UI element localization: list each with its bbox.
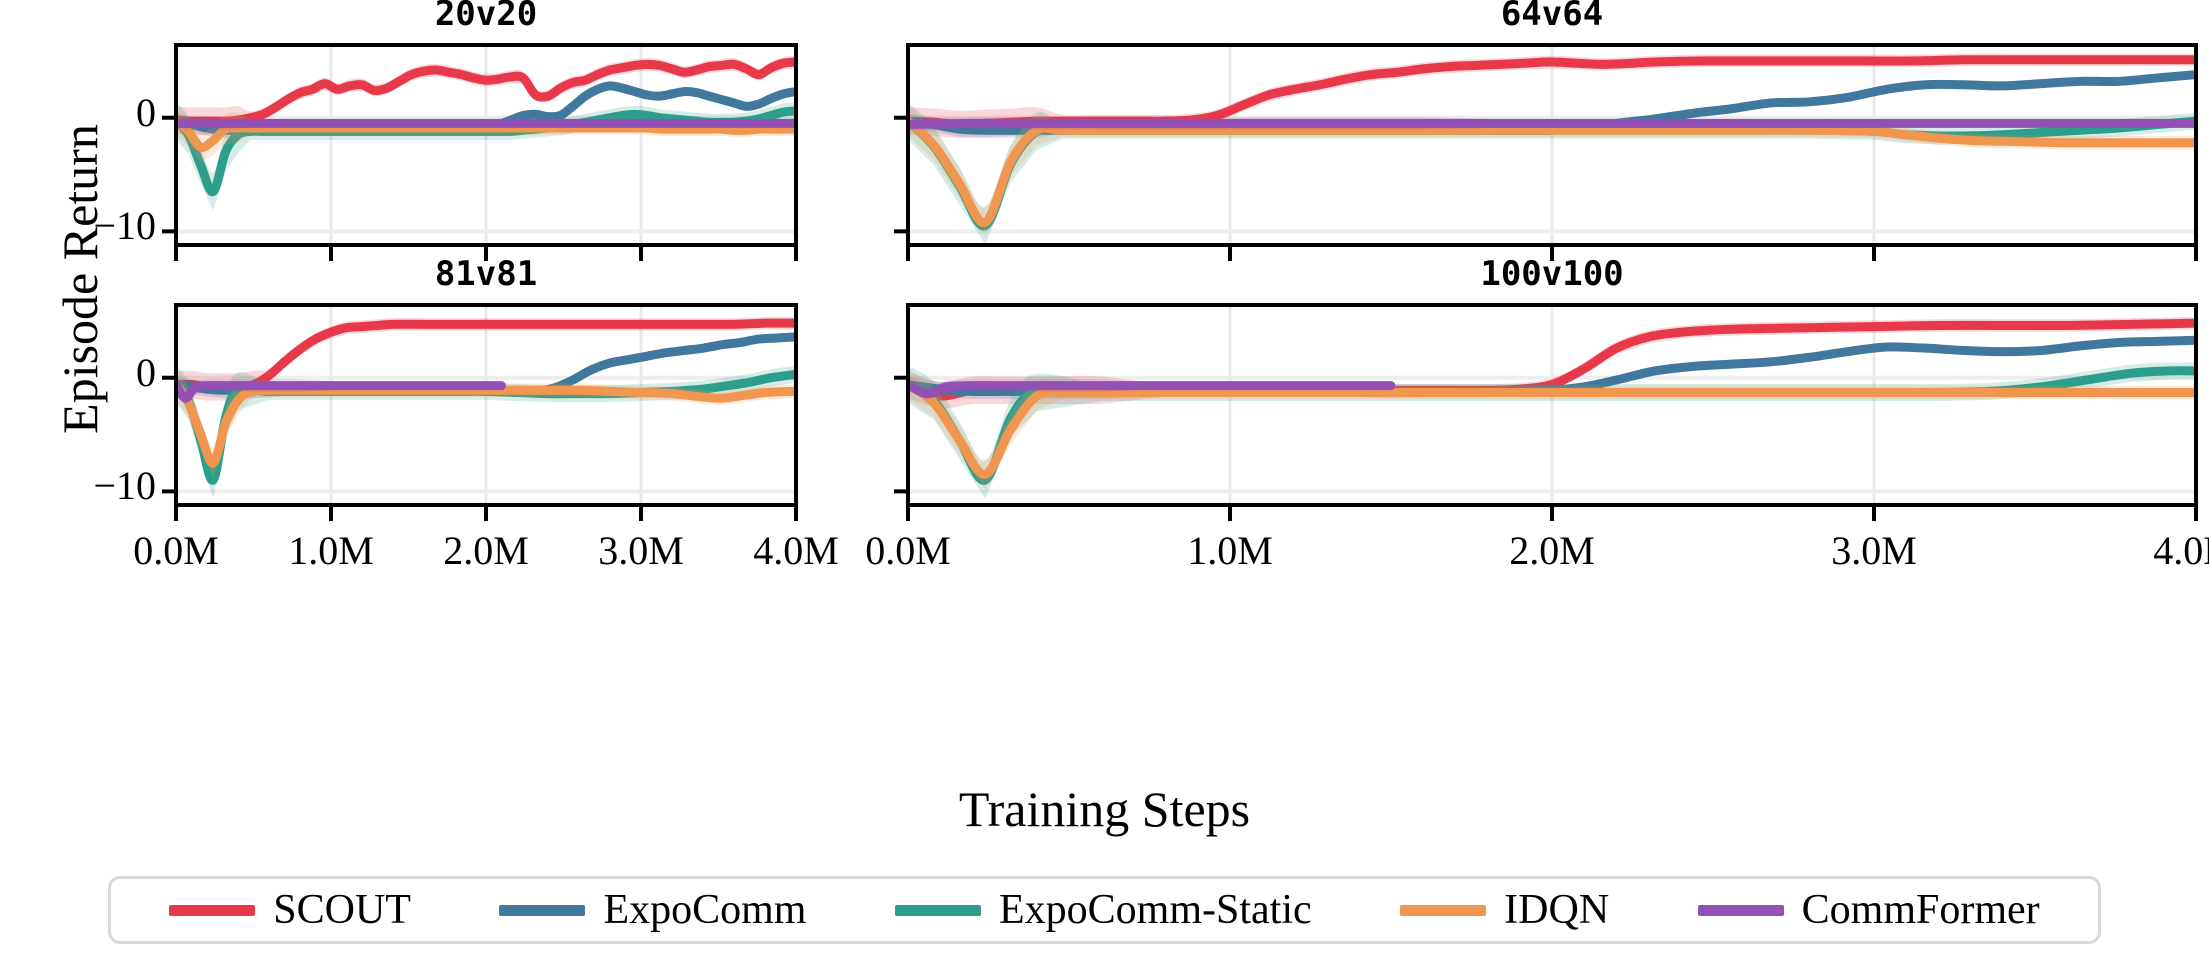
panel-title-20v20: 20v20 bbox=[434, 0, 538, 34]
xtick-label: 4.0M bbox=[2153, 528, 2209, 573]
y-axis-label: Episode Return bbox=[52, 124, 108, 434]
legend-swatch-IDQN bbox=[1400, 904, 1487, 916]
series-line-CommFormer bbox=[908, 380, 1396, 399]
legend-item-CommFormer[interactable]: CommFormer bbox=[1697, 887, 2040, 933]
panel-20v20 bbox=[162, 43, 798, 261]
xtick-label: 4.0M bbox=[753, 528, 839, 573]
series-line-IDQN bbox=[908, 116, 2196, 227]
ytick-label: −10 bbox=[93, 203, 156, 249]
panel-title-64v64: 64v64 bbox=[1500, 0, 1604, 34]
legend: SCOUT ExpoComm ExpoComm-Static IDQN CommForm… bbox=[108, 876, 2101, 944]
confidence-band-SCOUT bbox=[176, 316, 796, 401]
series-line-CommFormer bbox=[176, 380, 506, 403]
ytick-label: −10 bbox=[93, 463, 156, 509]
xtick-label: 1.0M bbox=[288, 528, 374, 573]
legend-swatch-SCOUT bbox=[169, 904, 256, 916]
xtick-label: 0.0M bbox=[133, 528, 219, 573]
xtick-label: 2.0M bbox=[1509, 528, 1595, 573]
x-axis-label: Training Steps bbox=[958, 781, 1251, 837]
ytick-label: 0 bbox=[136, 349, 156, 395]
legend-label-ExpoComm-Static: ExpoComm-Static bbox=[999, 887, 1312, 933]
panel-title-100v100: 100v100 bbox=[1480, 254, 1624, 294]
legend-item-IDQN[interactable]: IDQN bbox=[1400, 889, 1609, 931]
xtick-label: 1.0M bbox=[1187, 528, 1273, 573]
legend-label-IDQN: IDQN bbox=[1504, 887, 1610, 933]
xtick-label: 3.0M bbox=[598, 528, 684, 573]
legend-label-SCOUT: SCOUT bbox=[273, 887, 411, 933]
legend-swatch-ExpoComm-Static bbox=[895, 904, 981, 916]
legend-swatch-CommFormer bbox=[1697, 904, 1784, 916]
legend-item-SCOUT[interactable]: SCOUT bbox=[169, 889, 411, 931]
series-line-SCOUT bbox=[176, 57, 796, 126]
legend-item-ExpoComm-Static[interactable]: ExpoComm-Static bbox=[895, 889, 1312, 931]
legend-label-ExpoComm: ExpoComm bbox=[603, 887, 807, 933]
xtick-label: 3.0M bbox=[1831, 528, 1917, 573]
ytick-label: 0 bbox=[136, 89, 156, 135]
legend-swatch-ExpoComm bbox=[499, 904, 586, 916]
series-line-CommFormer bbox=[908, 118, 2196, 130]
xtick-label: 0.0M bbox=[865, 528, 951, 573]
panel-title-81v81: 81v81 bbox=[434, 254, 538, 294]
xtick-label: 2.0M bbox=[443, 528, 529, 573]
legend-item-ExpoComm[interactable]: ExpoComm bbox=[499, 889, 806, 931]
series-line-IDQN bbox=[176, 116, 796, 152]
series-line-IDQN bbox=[176, 380, 796, 468]
confidence-band-ExpoComm-Static bbox=[176, 365, 796, 499]
panel-81v81 bbox=[162, 303, 798, 521]
confidence-band-ExpoComm-Static bbox=[908, 102, 2196, 245]
legend-label-CommFormer: CommFormer bbox=[1801, 887, 2040, 933]
series-line-IDQN bbox=[908, 380, 2196, 479]
confidence-band-IDQN bbox=[176, 106, 796, 163]
panel-100v100 bbox=[894, 303, 2198, 521]
panel-64v64 bbox=[894, 43, 2198, 261]
